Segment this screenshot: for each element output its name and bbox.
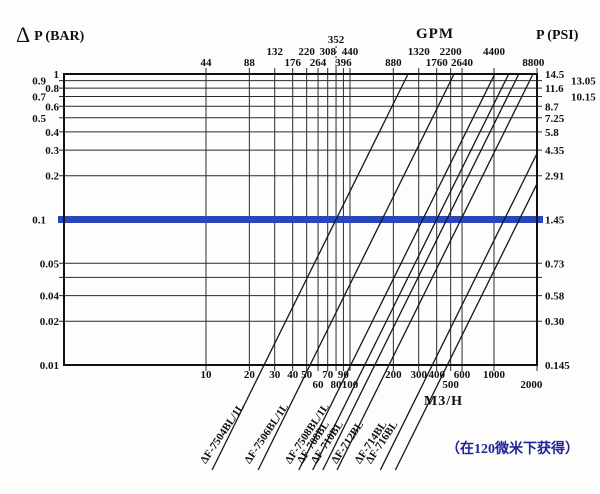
y-left-tick-label: 0.9 xyxy=(32,76,46,88)
x-top-tick-label: 132 xyxy=(266,46,283,58)
y-left-tick-label: 0.01 xyxy=(40,360,59,372)
y-left-tick-label: 0.6 xyxy=(45,101,59,113)
y-right-tick-label: 14.5 xyxy=(545,69,565,81)
x-top-tick-label: 396 xyxy=(335,57,352,69)
x-top-tick-label: 308 xyxy=(319,46,336,58)
y-right-tick-label: 0.58 xyxy=(545,291,565,303)
series-line xyxy=(312,73,510,471)
y-right-tick-label: 2.91 xyxy=(545,171,564,183)
x-bottom-tick-label: 40 xyxy=(287,369,299,381)
x-bottom-tick-label: 30 xyxy=(269,369,281,381)
y-left-tick-label: 0.05 xyxy=(40,258,60,270)
x-bottom-tick-label: 90 xyxy=(338,369,350,381)
x-bottom-tick-label: 500 xyxy=(442,379,459,391)
x-top-tick-label: 880 xyxy=(385,57,402,69)
y-left-axis-title-text: P (BAR) xyxy=(34,29,85,44)
x-bottom-tick-label: 10 xyxy=(201,369,213,381)
right-axis-title: P (PSI) xyxy=(536,28,579,43)
y-left-tick-label: 0.02 xyxy=(40,316,60,328)
y-right-tick-label: 10.15 xyxy=(571,92,596,104)
filtration-note: （在120微米下获得） xyxy=(446,442,579,457)
x-top-tick-label: 440 xyxy=(342,46,359,58)
y-right-tick-label: 7.25 xyxy=(545,113,565,125)
y-right-tick-label: 4.35 xyxy=(545,145,565,157)
y-right-tick-label: 0.145 xyxy=(545,360,570,372)
series-line xyxy=(211,73,409,471)
y-left-tick-label: 0.04 xyxy=(40,291,60,303)
x-bottom-tick-label: 2000 xyxy=(520,379,543,391)
x-top-tick-label: 2200 xyxy=(440,46,463,58)
x-bottom-tick-label: 50 xyxy=(301,369,313,381)
y-left-tick-label: 0.2 xyxy=(45,171,59,183)
reference-band xyxy=(58,216,543,223)
bottom-axis-title: M3/H xyxy=(424,394,463,409)
y-left-tick-label: 0.8 xyxy=(45,83,59,95)
delta-symbol: Δ xyxy=(16,22,31,47)
series-line xyxy=(298,73,496,471)
y-left-tick-label: 0.1 xyxy=(32,215,46,227)
x-top-tick-label: 4400 xyxy=(483,46,506,58)
x-top-tick-label: 44 xyxy=(201,57,213,69)
y-right-tick-label: 1.45 xyxy=(545,215,565,227)
series-line xyxy=(379,153,538,471)
x-bottom-tick-label: 80 xyxy=(331,379,343,391)
y-left-tick-label: 0.7 xyxy=(32,92,46,104)
y-right-tick-label: 8.7 xyxy=(545,101,559,113)
y-right-tick-label: 13.05 xyxy=(571,76,596,88)
y-right-tick-label: 11.6 xyxy=(545,83,564,95)
series-line xyxy=(257,73,455,471)
y-left-tick-label: 1 xyxy=(54,69,60,81)
y-left-tick-label: 0.3 xyxy=(45,145,59,157)
x-bottom-tick-label: 70 xyxy=(322,369,334,381)
x-bottom-tick-label: 60 xyxy=(313,379,325,391)
x-bottom-tick-label: 200 xyxy=(385,369,402,381)
x-bottom-tick-label: 300 xyxy=(410,369,427,381)
series-label: ΔF-7504BL/1L xyxy=(198,401,247,466)
x-top-tick-label: 176 xyxy=(284,57,301,69)
x-top-tick-label: 1760 xyxy=(426,57,449,69)
x-bottom-tick-label: 20 xyxy=(244,369,256,381)
y-right-tick-label: 0.30 xyxy=(545,316,565,328)
x-bottom-tick-label: 100 xyxy=(342,379,359,391)
x-top-tick-label: 1320 xyxy=(408,46,431,58)
series-line xyxy=(394,183,538,471)
x-bottom-tick-label: 600 xyxy=(454,369,471,381)
x-top-tick-label: 352 xyxy=(328,34,345,46)
x-top-tick-label: 88 xyxy=(244,57,256,69)
plot-border xyxy=(63,73,538,366)
y-left-tick-label: 0.5 xyxy=(32,113,46,125)
series-line xyxy=(336,73,534,471)
y-right-tick-label: 0.73 xyxy=(545,258,565,270)
y-left-tick-label: 0.4 xyxy=(45,127,59,139)
x-bottom-tick-label: 1000 xyxy=(483,369,506,381)
x-top-tick-label: 2640 xyxy=(451,57,474,69)
x-top-tick-label: 264 xyxy=(310,57,327,69)
x-bottom-tick-label: 400 xyxy=(428,369,445,381)
top-axis-title: GPM xyxy=(416,26,454,42)
y-right-tick-label: 5.8 xyxy=(545,127,559,139)
x-top-tick-label: 8800 xyxy=(522,57,545,69)
x-top-tick-label: 220 xyxy=(298,46,315,58)
series-line xyxy=(322,73,520,471)
